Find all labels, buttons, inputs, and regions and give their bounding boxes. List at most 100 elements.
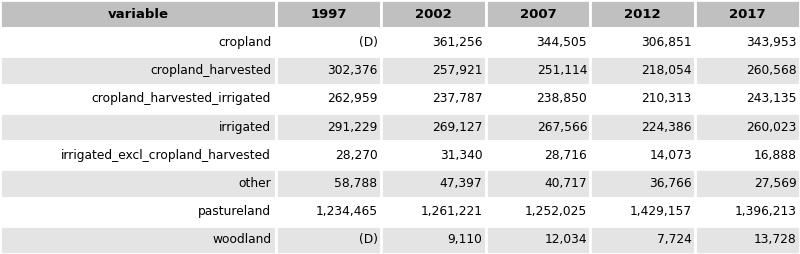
Text: 28,716: 28,716 <box>545 149 587 162</box>
Text: 237,787: 237,787 <box>432 92 482 105</box>
Bar <box>590 56 695 85</box>
Bar <box>590 141 695 169</box>
Text: 14,073: 14,073 <box>650 149 692 162</box>
Text: pastureland: pastureland <box>198 205 271 218</box>
Text: 251,114: 251,114 <box>537 64 587 77</box>
Bar <box>381 56 486 85</box>
Bar <box>381 198 486 226</box>
Bar <box>590 0 695 28</box>
Text: (D): (D) <box>358 233 378 246</box>
Text: 267,566: 267,566 <box>537 120 587 134</box>
Bar <box>276 169 381 198</box>
Bar <box>695 113 800 141</box>
Text: 2007: 2007 <box>520 8 556 21</box>
Text: irrigated: irrigated <box>219 120 271 134</box>
Bar <box>590 169 695 198</box>
Bar <box>381 85 486 113</box>
Text: (D): (D) <box>358 36 378 49</box>
Text: 1,429,157: 1,429,157 <box>630 205 692 218</box>
Text: 269,127: 269,127 <box>432 120 482 134</box>
Text: 40,717: 40,717 <box>545 177 587 190</box>
Text: 262,959: 262,959 <box>327 92 378 105</box>
Bar <box>0 56 276 85</box>
Text: 13,728: 13,728 <box>754 233 797 246</box>
Text: irrigated_excl_cropland_harvested: irrigated_excl_cropland_harvested <box>62 149 271 162</box>
Bar <box>695 28 800 56</box>
Text: other: other <box>238 177 271 190</box>
Bar <box>486 169 590 198</box>
Text: 260,023: 260,023 <box>746 120 797 134</box>
Text: 361,256: 361,256 <box>432 36 482 49</box>
Text: 291,229: 291,229 <box>327 120 378 134</box>
Text: 9,110: 9,110 <box>447 233 482 246</box>
Bar <box>486 56 590 85</box>
Bar <box>276 141 381 169</box>
Bar <box>0 226 276 254</box>
Text: 218,054: 218,054 <box>642 64 692 77</box>
Text: 1,261,221: 1,261,221 <box>421 205 482 218</box>
Bar <box>381 226 486 254</box>
Bar <box>0 141 276 169</box>
Bar <box>486 28 590 56</box>
Text: variable: variable <box>107 8 169 21</box>
Text: 12,034: 12,034 <box>545 233 587 246</box>
Bar <box>276 28 381 56</box>
Bar <box>276 198 381 226</box>
Bar <box>590 113 695 141</box>
Bar <box>590 85 695 113</box>
Bar <box>276 226 381 254</box>
Text: 306,851: 306,851 <box>642 36 692 49</box>
Text: 302,376: 302,376 <box>327 64 378 77</box>
Text: 224,386: 224,386 <box>642 120 692 134</box>
Text: cropland_harvested_irrigated: cropland_harvested_irrigated <box>92 92 271 105</box>
Text: 58,788: 58,788 <box>334 177 378 190</box>
Bar <box>590 226 695 254</box>
Text: 1997: 1997 <box>310 8 346 21</box>
Bar <box>695 141 800 169</box>
Bar <box>590 28 695 56</box>
Text: 257,921: 257,921 <box>432 64 482 77</box>
Bar <box>695 226 800 254</box>
Text: 16,888: 16,888 <box>754 149 797 162</box>
Text: 47,397: 47,397 <box>440 177 482 190</box>
Text: 344,505: 344,505 <box>537 36 587 49</box>
Text: cropland_harvested: cropland_harvested <box>150 64 271 77</box>
Text: 1,396,213: 1,396,213 <box>734 205 797 218</box>
Text: 2012: 2012 <box>625 8 661 21</box>
Text: 36,766: 36,766 <box>650 177 692 190</box>
Bar <box>276 113 381 141</box>
Text: 1,234,465: 1,234,465 <box>315 205 378 218</box>
Bar <box>695 198 800 226</box>
Text: 27,569: 27,569 <box>754 177 797 190</box>
Bar <box>486 85 590 113</box>
Bar <box>381 141 486 169</box>
Bar <box>486 141 590 169</box>
Bar <box>276 85 381 113</box>
Bar <box>381 0 486 28</box>
Text: cropland: cropland <box>218 36 271 49</box>
Bar <box>695 169 800 198</box>
Text: 243,135: 243,135 <box>746 92 797 105</box>
Bar <box>486 198 590 226</box>
Bar <box>695 85 800 113</box>
Bar <box>0 85 276 113</box>
Text: 238,850: 238,850 <box>537 92 587 105</box>
Bar <box>0 28 276 56</box>
Bar <box>381 113 486 141</box>
Text: 210,313: 210,313 <box>642 92 692 105</box>
Bar <box>276 56 381 85</box>
Text: 2017: 2017 <box>730 8 766 21</box>
Text: 1,252,025: 1,252,025 <box>525 205 587 218</box>
Bar <box>486 226 590 254</box>
Bar <box>486 0 590 28</box>
Text: 31,340: 31,340 <box>440 149 482 162</box>
Bar <box>0 169 276 198</box>
Bar <box>0 198 276 226</box>
Bar <box>0 113 276 141</box>
Bar <box>695 56 800 85</box>
Text: 2002: 2002 <box>415 8 451 21</box>
Bar <box>276 0 381 28</box>
Bar <box>695 0 800 28</box>
Text: 260,568: 260,568 <box>746 64 797 77</box>
Text: 7,724: 7,724 <box>657 233 692 246</box>
